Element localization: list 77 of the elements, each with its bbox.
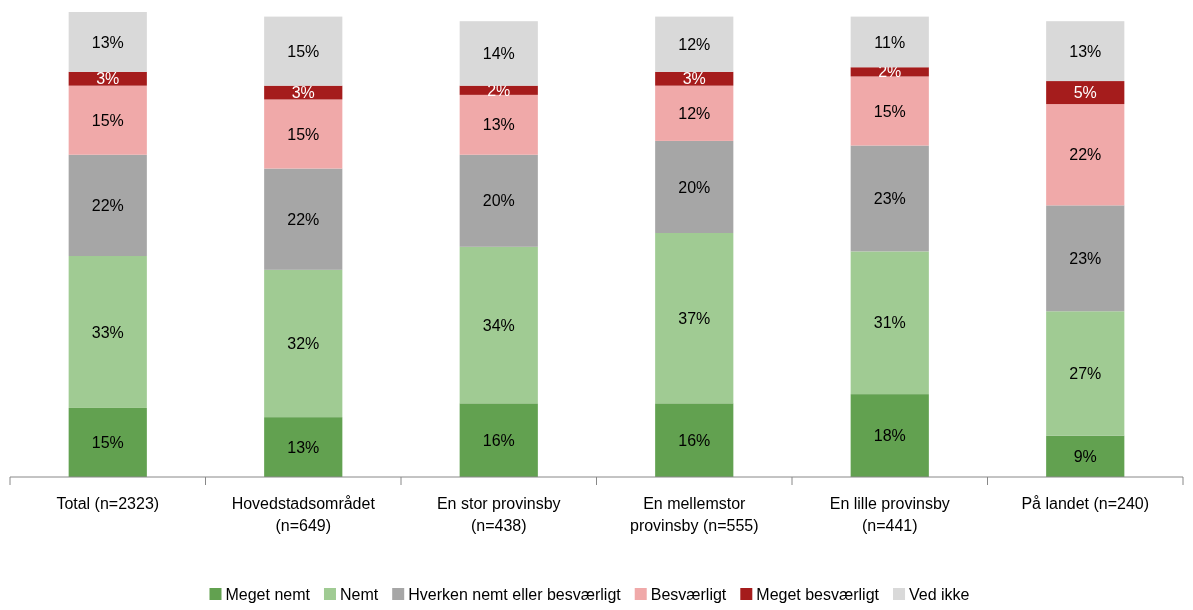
bar xyxy=(655,140,734,233)
data-label: 3% xyxy=(96,70,120,88)
data-label: 16% xyxy=(678,431,711,449)
data-label: 15% xyxy=(873,102,906,120)
data-label: 23% xyxy=(1069,249,1102,267)
legend-label: Meget besværligt xyxy=(756,586,880,603)
x-tick-label: En lille provinsby (n=441) xyxy=(829,495,950,534)
bar xyxy=(655,85,734,141)
bar xyxy=(850,16,929,68)
bar xyxy=(655,232,734,404)
bar xyxy=(68,85,147,155)
data-label: 3% xyxy=(291,84,315,102)
data-label: 15% xyxy=(287,125,320,143)
bar xyxy=(1046,205,1125,312)
bar xyxy=(655,403,734,477)
data-label: 32% xyxy=(287,335,320,353)
x-tick-label: Total (n=2323) xyxy=(56,495,160,512)
data-label: 15% xyxy=(91,111,124,129)
legend-label: Nemt xyxy=(339,586,379,603)
x-tick-label: En mellemstor provinsby (n=555) xyxy=(629,495,759,534)
data-label: 33% xyxy=(91,323,124,341)
bar xyxy=(459,246,538,404)
data-label: 22% xyxy=(91,196,124,214)
data-label: 14% xyxy=(482,45,515,63)
data-label: 34% xyxy=(482,316,515,334)
data-label: 20% xyxy=(482,192,515,210)
bar xyxy=(459,94,538,155)
bar xyxy=(1046,21,1125,82)
bar xyxy=(850,251,929,395)
bar xyxy=(264,99,343,169)
bar xyxy=(1046,104,1125,206)
data-label: 15% xyxy=(287,42,320,60)
bar xyxy=(68,12,147,72)
legend-label: Meget nemt xyxy=(225,586,311,603)
data-label: 13% xyxy=(287,438,320,456)
bar xyxy=(68,154,147,257)
data-label: 12% xyxy=(678,104,711,122)
bar xyxy=(459,21,538,86)
data-label: 37% xyxy=(678,309,711,327)
bar xyxy=(850,394,929,477)
bar xyxy=(1046,311,1125,436)
x-tick-label: Hovedstadsområdet (n=649) xyxy=(231,495,376,534)
bar xyxy=(459,154,538,247)
bar xyxy=(68,407,147,477)
bar xyxy=(68,256,147,408)
bar xyxy=(1046,81,1125,105)
bar xyxy=(850,76,929,146)
bar xyxy=(655,16,734,72)
data-label: 18% xyxy=(873,427,906,445)
data-label: 9% xyxy=(1073,447,1097,465)
data-label: 15% xyxy=(91,434,124,452)
x-tick-label: På landet (n=240) xyxy=(1021,495,1150,512)
legend-label: Ved ikke xyxy=(909,586,970,603)
data-label: 13% xyxy=(1069,42,1102,60)
bar xyxy=(1046,435,1125,477)
data-label: 11% xyxy=(874,33,906,51)
bar xyxy=(264,417,343,477)
data-label: 12% xyxy=(678,35,711,53)
data-label: 16% xyxy=(482,431,515,449)
data-label: 27% xyxy=(1069,365,1102,383)
bar xyxy=(264,16,343,86)
data-label: 20% xyxy=(678,178,711,196)
bar xyxy=(459,403,538,477)
data-label: 13% xyxy=(482,116,515,134)
data-label: 31% xyxy=(873,314,906,332)
legend-label: Hverken nemt eller besværligt xyxy=(408,586,622,603)
bar xyxy=(264,168,343,270)
legend-label: Besværligt xyxy=(650,586,727,603)
bar xyxy=(850,145,929,252)
data-label: 22% xyxy=(1069,146,1102,164)
data-label: 23% xyxy=(873,190,906,208)
x-tick-label: En stor provinsby (n=438) xyxy=(436,495,561,534)
data-label: 5% xyxy=(1073,84,1097,102)
bar xyxy=(264,269,343,418)
data-label: 3% xyxy=(682,70,706,88)
data-label: 13% xyxy=(91,33,124,51)
data-label: 22% xyxy=(287,210,320,228)
